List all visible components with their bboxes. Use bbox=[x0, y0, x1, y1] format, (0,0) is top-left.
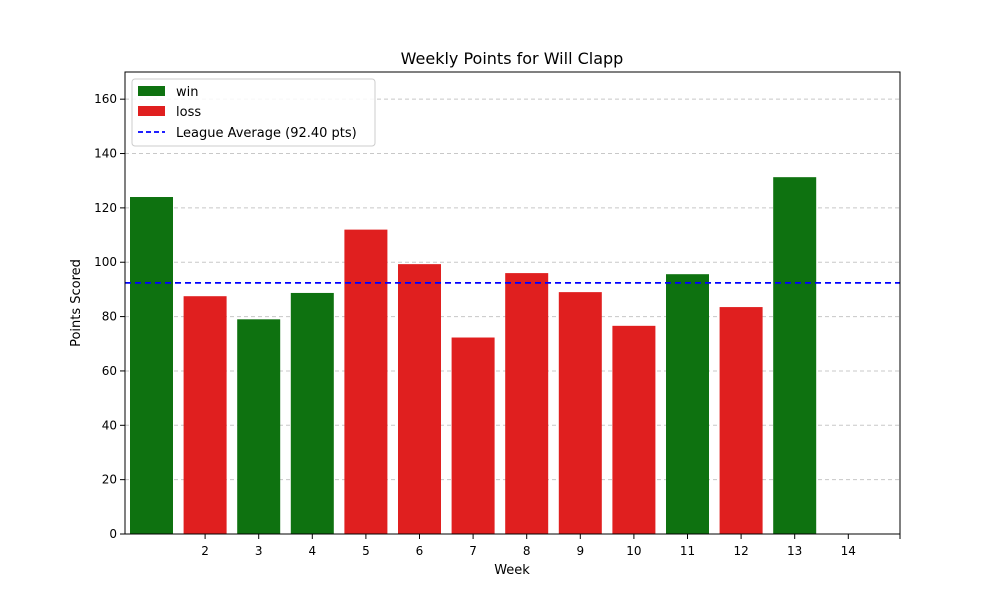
y-axis-ticks: 0 20 40 60 80 100 120 140 160 bbox=[94, 92, 125, 541]
bar-week-10 bbox=[612, 325, 656, 534]
bar-week-1 bbox=[130, 197, 173, 534]
legend-label-loss: loss bbox=[176, 105, 201, 120]
plot-frame bbox=[124, 71, 901, 535]
bar-week-13 bbox=[773, 177, 817, 534]
x-tick-label: 2 bbox=[201, 544, 209, 558]
bar-week-8 bbox=[505, 273, 549, 534]
bars bbox=[130, 177, 817, 534]
y-tick-label: 100 bbox=[94, 255, 117, 269]
bar-week-9 bbox=[558, 292, 602, 534]
y-tick-label: 80 bbox=[102, 310, 117, 324]
x-tick-label: 6 bbox=[416, 544, 424, 558]
y-tick-label: 60 bbox=[102, 364, 117, 378]
x-axis-ticks: 2 3 4 5 6 7 8 9 10 11 12 13 14 bbox=[201, 534, 901, 558]
bar-week-4 bbox=[290, 292, 334, 534]
x-axis-label: Week bbox=[494, 563, 530, 578]
x-tick-label: 5 bbox=[362, 544, 370, 558]
x-tick-label: 8 bbox=[523, 544, 531, 558]
bar-week-5 bbox=[344, 229, 388, 534]
x-tick-label: 4 bbox=[308, 544, 316, 558]
x-tick-label: 14 bbox=[841, 544, 856, 558]
legend-swatch-win bbox=[138, 86, 165, 96]
legend: win loss League Average (92.40 pts) bbox=[131, 78, 376, 147]
y-axis-label: Points Scored bbox=[69, 259, 84, 347]
legend-swatch-loss bbox=[138, 106, 165, 116]
x-tick-label: 11 bbox=[680, 544, 695, 558]
y-tick-label: 40 bbox=[102, 418, 117, 432]
x-tick-label: 12 bbox=[733, 544, 748, 558]
bar-week-7 bbox=[451, 337, 495, 534]
legend-label-win: win bbox=[176, 85, 198, 100]
x-tick-label: 3 bbox=[255, 544, 263, 558]
y-tick-label: 140 bbox=[94, 147, 117, 161]
y-tick-label: 120 bbox=[94, 201, 117, 215]
x-tick-label: 7 bbox=[469, 544, 477, 558]
legend-box bbox=[131, 78, 376, 147]
bar-week-12 bbox=[719, 307, 763, 534]
x-tick-label: 10 bbox=[626, 544, 641, 558]
y-tick-label: 0 bbox=[109, 527, 117, 541]
bar-week-2 bbox=[183, 296, 227, 534]
x-tick-label: 9 bbox=[576, 544, 584, 558]
x-tick-label: 13 bbox=[787, 544, 802, 558]
chart-title: Weekly Points for Will Clapp bbox=[401, 49, 624, 68]
bar-week-11 bbox=[666, 274, 709, 534]
bar-week-3 bbox=[237, 319, 281, 534]
y-tick-label: 160 bbox=[94, 92, 117, 106]
y-tick-label: 20 bbox=[102, 473, 117, 487]
legend-label-average: League Average (92.40 pts) bbox=[176, 126, 357, 141]
bar-week-6 bbox=[398, 264, 441, 534]
